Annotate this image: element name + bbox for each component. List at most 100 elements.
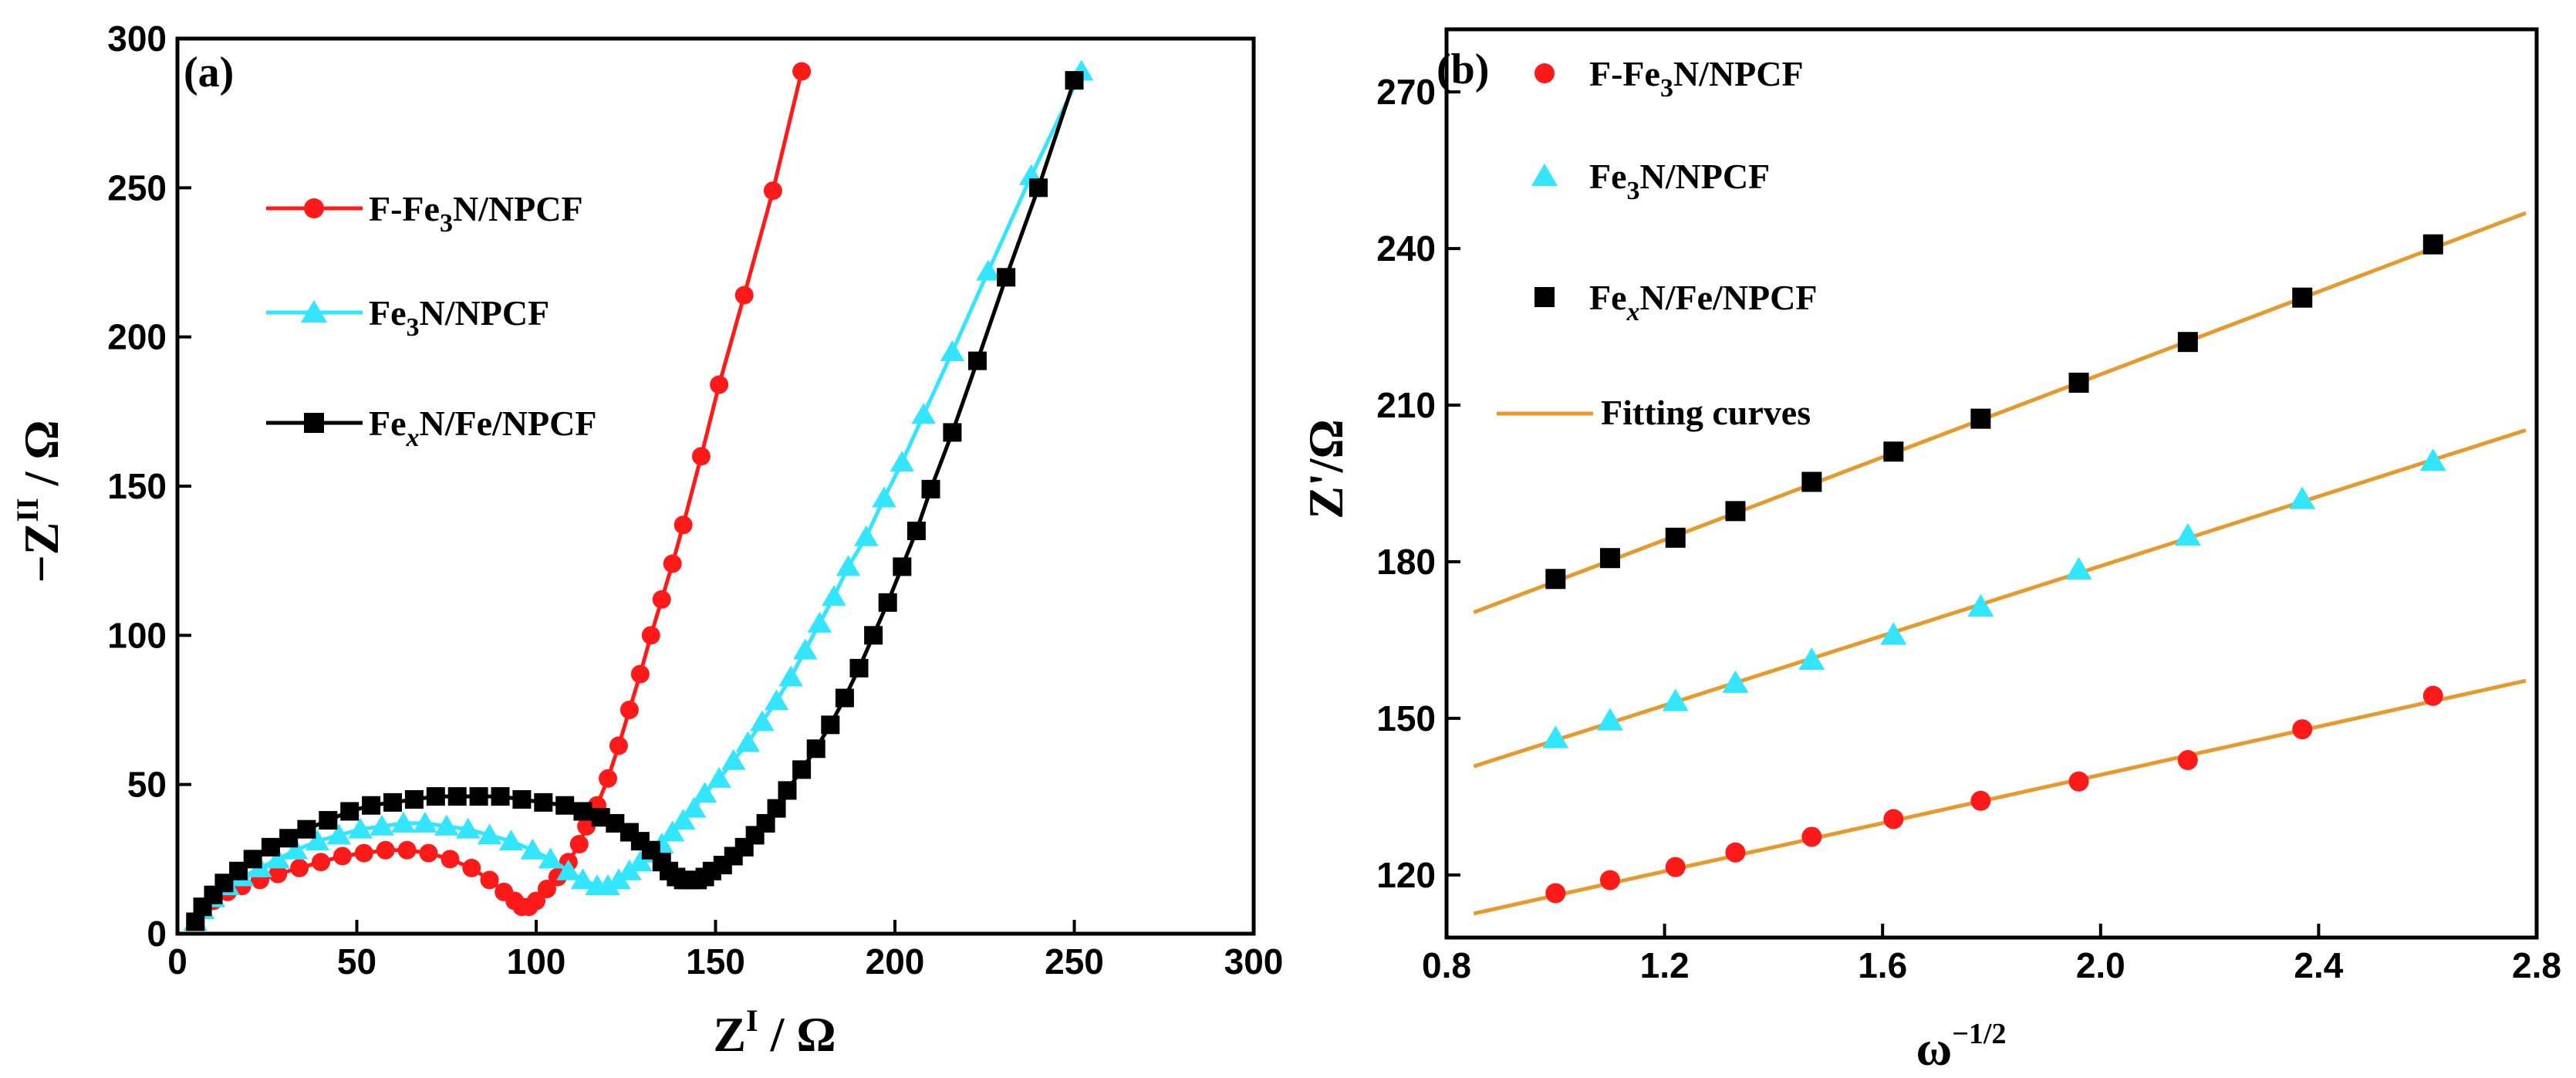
- data-point: [854, 525, 879, 546]
- data-point: [391, 811, 416, 833]
- legend-label: F-Fe3N/NPCF: [369, 189, 583, 238]
- data-point: [1596, 708, 1624, 731]
- legend-label: Fe3N/NPCF: [1589, 157, 1770, 205]
- data-point: [279, 829, 299, 848]
- data-point: [1967, 593, 1994, 617]
- panel-a-label: (a): [184, 49, 234, 96]
- y-tick-label: 50: [127, 765, 167, 805]
- legend-label-sub: x: [1626, 298, 1640, 326]
- data-point: [707, 766, 731, 788]
- y-tick-label: 0: [147, 914, 167, 954]
- y-title-unit: / Ω: [14, 420, 69, 498]
- data-point: [2292, 719, 2313, 740]
- data-point: [2065, 556, 2092, 580]
- plot-frame: [175, 36, 1256, 936]
- y-tick-label: 100: [107, 615, 167, 655]
- fit-line: [1473, 428, 2527, 769]
- x-tick-label: 250: [1045, 941, 1104, 982]
- data-point: [2419, 448, 2446, 471]
- data-point: [1801, 471, 1822, 492]
- legend-label-main: F-Fe: [369, 189, 440, 228]
- data-point: [527, 891, 545, 911]
- data-point: [1542, 725, 1569, 749]
- data-point: [2068, 372, 2089, 393]
- data-point: [911, 403, 936, 424]
- data-point: [319, 811, 338, 830]
- data-point: [404, 790, 424, 809]
- legend-label-sub: 3: [1660, 74, 1673, 103]
- data-point: [2289, 486, 2316, 509]
- data-point: [570, 868, 596, 890]
- data-point: [1065, 71, 1084, 90]
- data-point: [573, 802, 593, 821]
- data-point: [2292, 287, 2313, 308]
- data-point: [793, 638, 818, 660]
- data-point: [660, 820, 685, 842]
- data-point: [283, 838, 309, 860]
- x-title-sup: I: [746, 1003, 758, 1038]
- data-point: [312, 853, 330, 872]
- data-point: [806, 739, 825, 759]
- panel-b-legend: F-Fe3N/NPCFFe3N/NPCFFexN/Fe/NPCFFitting …: [1497, 54, 1817, 432]
- data-point: [290, 858, 309, 877]
- data-point: [767, 799, 786, 818]
- legend-label-rest: N/NPCF: [453, 189, 583, 228]
- data-point: [599, 769, 617, 788]
- y-tick-label: 200: [107, 317, 167, 357]
- data-point: [480, 870, 499, 890]
- panel-b-series-group: [1542, 234, 2446, 904]
- panel-b-label: (b): [1437, 46, 1489, 93]
- data-point: [734, 286, 754, 305]
- x-tick-label: 0.8: [1422, 945, 1471, 985]
- data-point: [967, 351, 987, 370]
- data-point: [864, 626, 883, 645]
- x-title-unit: / Ω: [758, 1007, 836, 1062]
- data-point: [556, 859, 581, 880]
- data-point: [821, 715, 840, 735]
- data-point: [630, 664, 650, 684]
- data-point: [340, 802, 360, 821]
- panel-b-y-axis-title: Z'/Ω: [1298, 419, 1353, 519]
- y-tick-label: 210: [1376, 385, 1436, 425]
- data-point: [1970, 790, 1991, 811]
- data-point: [305, 830, 330, 851]
- series-line: [194, 70, 1084, 923]
- data-point: [921, 479, 940, 498]
- x-tick-label: 2.0: [2076, 945, 2125, 985]
- data-point: [569, 835, 589, 853]
- data-point: [663, 554, 682, 573]
- data-point: [397, 840, 417, 860]
- data-point: [792, 760, 812, 779]
- legend-label-sub: x: [406, 424, 420, 452]
- data-point: [943, 423, 962, 442]
- data-point: [426, 787, 445, 806]
- data-point: [1665, 857, 1686, 877]
- x-title-main: Z: [713, 1007, 746, 1062]
- panel-a-eis-plot: 0 50 100 150 200 250 300 0 50 100 150 200 250 300 (a)…: [10, 19, 1283, 1062]
- data-point: [362, 796, 381, 815]
- data-point: [333, 847, 352, 866]
- data-point: [383, 792, 402, 812]
- data-point: [577, 816, 596, 836]
- legend-label: Fe3N/NPCF: [369, 293, 549, 342]
- data-point: [2068, 771, 2089, 792]
- panel-a-series-group: [183, 59, 1094, 931]
- data-point: [447, 787, 467, 806]
- x-tick-label: 0: [167, 941, 187, 982]
- panel-b-axes: 0.8 1.2 1.6 2.0 2.4 2.8 120 150 180 210 240 270: [1376, 27, 2561, 985]
- y-title-main: −Z: [14, 522, 69, 583]
- data-point: [555, 796, 575, 815]
- data-point: [692, 782, 717, 803]
- legend-label: F-Fe3N/NPCF: [1589, 54, 1804, 103]
- data-point: [764, 689, 789, 711]
- x-tick-label: 1.6: [1858, 945, 1907, 985]
- data-point: [807, 611, 832, 633]
- data-point: [455, 817, 481, 839]
- data-point: [265, 847, 290, 869]
- x-tick-label: 50: [337, 941, 376, 982]
- data-point: [1545, 569, 1566, 590]
- legend-label-main: Fe: [369, 293, 407, 333]
- data-point: [297, 819, 316, 839]
